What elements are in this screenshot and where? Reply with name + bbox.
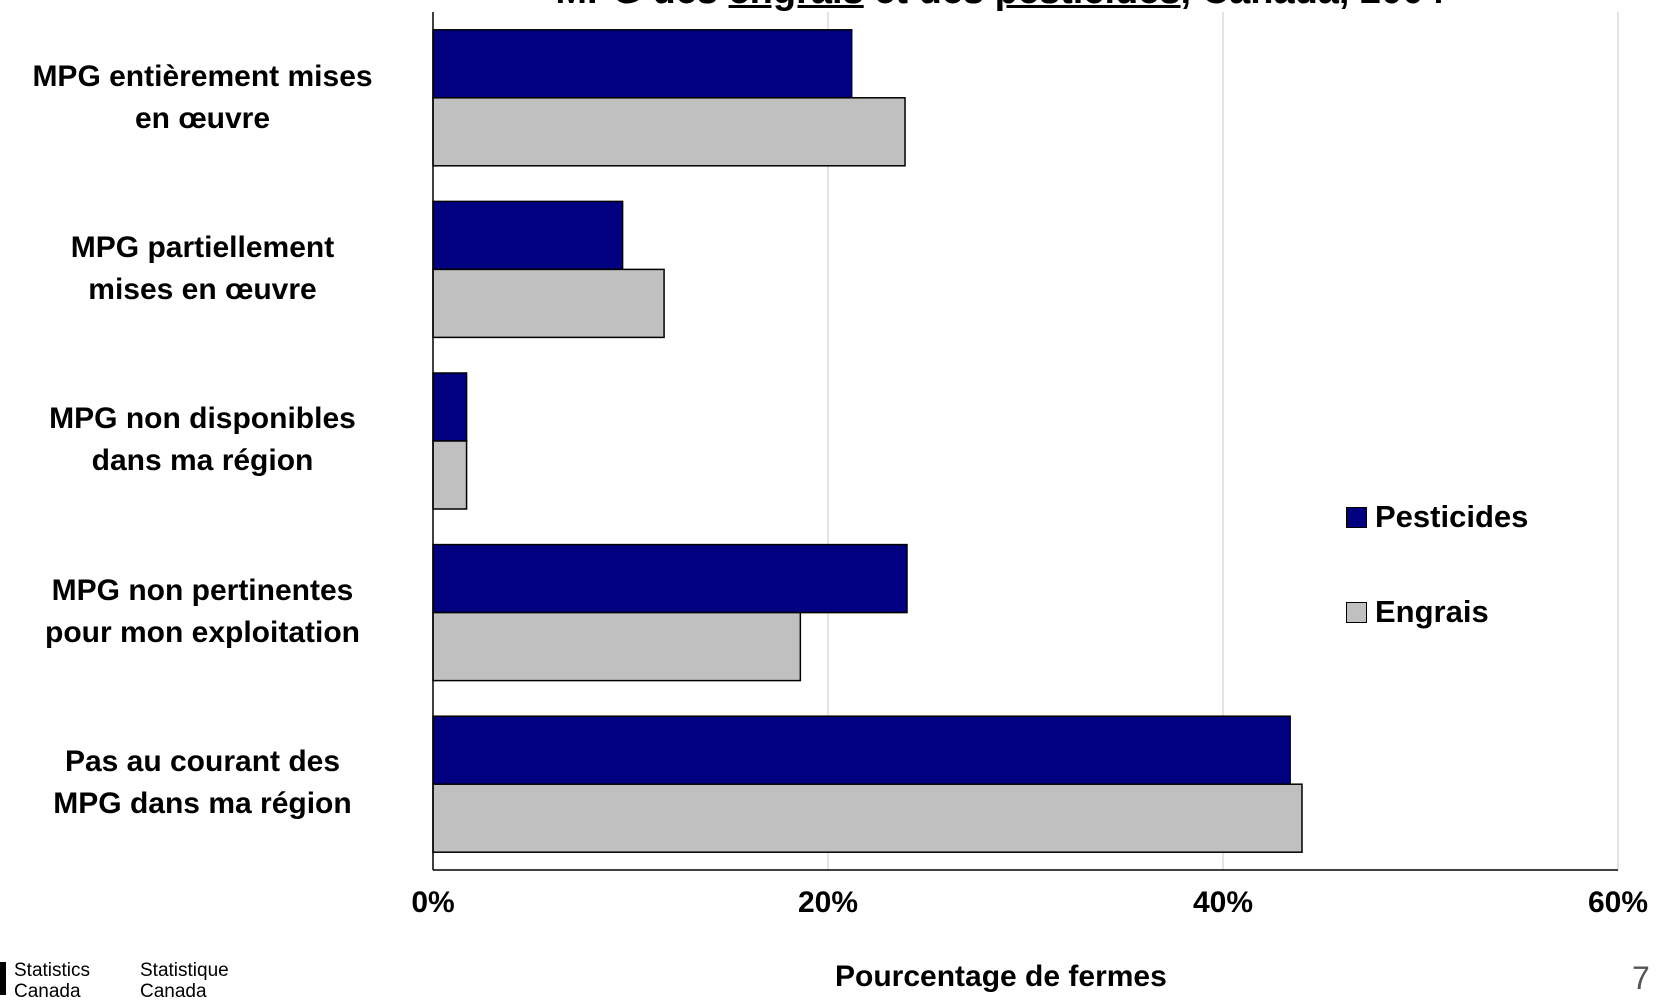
- logo-text-line: Canada: [14, 981, 81, 1002]
- legend-label: Pesticides: [1375, 499, 1529, 534]
- bar-pesticides: [432, 543, 908, 614]
- bar-pesticides: [432, 715, 1291, 785]
- bar-engrais: [432, 440, 468, 510]
- logo-text-line: Canada: [140, 981, 207, 1002]
- bar-pesticides: [432, 29, 853, 99]
- bar-pesticides: [432, 372, 468, 442]
- chart-title: MPG des engrais et des pesticides, Canad…: [440, 0, 1560, 13]
- category-label: MPG non pertinentes pour mon exploitatio…: [0, 570, 405, 654]
- category-label: MPG non disponibles dans ma région: [0, 398, 405, 482]
- category-label-line: MPG dans ma région: [53, 787, 352, 820]
- legend-item-pesticides: Pesticides: [1346, 499, 1528, 535]
- logo-text-en: Statistics Canada: [14, 960, 90, 1002]
- title-prefix: MPG des: [555, 0, 728, 12]
- category-label-line: MPG non disponibles: [49, 402, 356, 435]
- page-number: 7: [1632, 960, 1650, 996]
- logo-text-fr: Statistique Canada: [140, 960, 229, 1002]
- bar-engrais: [432, 783, 1303, 853]
- logo-bar-icon: [0, 962, 6, 995]
- category-label-line: MPG partiellement: [70, 231, 335, 264]
- category-label: MPG entièrement mises en œuvre: [0, 56, 405, 140]
- x-tick-label: 20%: [797, 886, 859, 919]
- category-label-line: MPG non pertinentes: [51, 574, 354, 607]
- category-label-line: Pas au courant des: [64, 745, 341, 778]
- category-label: Pas au courant des MPG dans ma région: [0, 741, 405, 825]
- bar-engrais: [432, 97, 906, 167]
- title-suffix: , Canada, 2004: [1181, 0, 1445, 12]
- title-engrais: engrais: [729, 0, 864, 12]
- bar-engrais: [432, 611, 802, 682]
- title-pesticides: pesticides: [995, 0, 1181, 12]
- x-tick-label: 40%: [1192, 886, 1254, 919]
- legend-label: Engrais: [1375, 594, 1489, 629]
- category-label-line: mises en œuvre: [88, 273, 317, 306]
- axes: [432, 12, 1618, 871]
- legend-swatch: [1346, 601, 1367, 623]
- x-tick-label: 60%: [1587, 886, 1649, 919]
- statistics-canada-logo: Statistics Canada Statistique Canada: [0, 960, 260, 1002]
- bar-engrais: [432, 268, 665, 339]
- legend-swatch: [1346, 506, 1367, 528]
- category-label-line: MPG entièrement mises: [32, 60, 373, 93]
- bar-pesticides: [432, 200, 624, 271]
- category-label: MPG partiellement mises en œuvre: [0, 227, 405, 311]
- legend-item-engrais: Engrais: [1346, 594, 1489, 630]
- x-tick-label: 0%: [411, 886, 455, 919]
- category-label-line: pour mon exploitation: [45, 616, 360, 649]
- x-axis-label: Pourcentage de fermes: [835, 960, 1167, 993]
- title-middle: et des: [864, 0, 995, 12]
- category-label-line: en œuvre: [134, 102, 271, 135]
- logo-text-line: Statistique: [140, 960, 229, 981]
- bars: [432, 29, 1303, 853]
- logo-text-line: Statistics: [14, 960, 91, 981]
- category-label-line: dans ma région: [91, 444, 314, 477]
